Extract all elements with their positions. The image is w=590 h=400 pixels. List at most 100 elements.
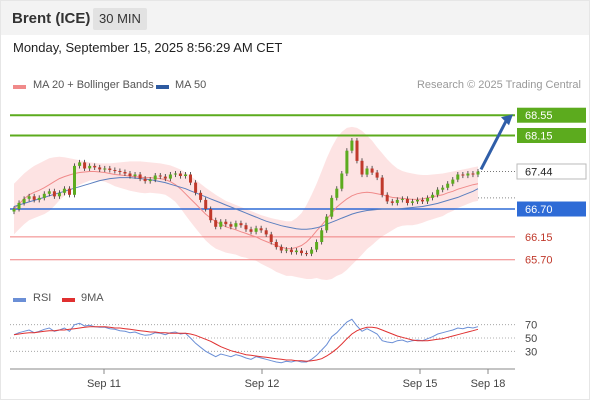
ma20-line — [13, 171, 479, 250]
candle — [345, 150, 349, 174]
candle — [370, 168, 374, 173]
candle — [234, 223, 238, 227]
candle — [400, 198, 404, 200]
level-label-68.55: 68.55 — [525, 110, 553, 122]
candle — [294, 250, 298, 253]
level-label-67.44: 67.44 — [525, 166, 553, 178]
ma50-legend-swatch — [156, 85, 169, 89]
candle — [52, 191, 56, 197]
candle — [138, 174, 142, 179]
candle — [395, 199, 399, 203]
timestamp: Monday, September 15, 2025 8:56:29 AM CE… — [13, 40, 283, 55]
legend-rsi: RSI — [33, 292, 52, 304]
candle — [47, 191, 51, 194]
level-label-66.70: 66.70 — [525, 204, 553, 216]
candle — [57, 192, 61, 197]
candle — [431, 194, 435, 198]
candle — [355, 140, 359, 161]
level-label-68.15: 68.15 — [525, 130, 553, 142]
header-bar: Brent (ICE) 30 MIN — [1, 1, 589, 35]
candle — [461, 174, 465, 176]
candle — [133, 174, 137, 176]
candle — [163, 176, 167, 179]
level-box-66.70 — [517, 201, 586, 217]
candle — [340, 173, 344, 189]
rsi-ma-line — [13, 326, 479, 362]
interval-badge[interactable]: 30 MIN — [93, 8, 147, 30]
candle — [118, 171, 122, 172]
candle — [421, 199, 424, 202]
candle — [189, 174, 192, 183]
candle — [456, 174, 460, 180]
candle — [410, 201, 414, 203]
candle — [446, 183, 450, 188]
legend-rsi-ma: 9MA — [81, 292, 104, 304]
target-arrow-head — [501, 114, 513, 126]
level-label-65.70: 65.70 — [525, 255, 553, 267]
x-tick-label: Sep 18 — [471, 378, 506, 390]
candle — [239, 223, 243, 226]
rsi-ma-legend-swatch — [62, 298, 75, 302]
candle — [184, 174, 187, 176]
candle — [224, 221, 228, 225]
candle — [113, 170, 117, 171]
candle — [173, 173, 177, 175]
rsi-tick-50: 50 — [525, 333, 537, 345]
candle — [305, 253, 308, 255]
candle — [451, 179, 455, 184]
candle — [274, 242, 278, 248]
candle — [254, 228, 258, 232]
x-tick-label: Sep 15 — [403, 378, 438, 390]
candle — [123, 172, 127, 174]
rsi-legend-swatch — [13, 298, 26, 302]
candle — [148, 179, 152, 182]
candle — [365, 168, 369, 175]
target-arrow-shaft — [479, 118, 509, 171]
candle — [68, 188, 71, 195]
legend-ma-bb: MA 20 + Bollinger Bands — [33, 79, 154, 91]
candle — [98, 167, 102, 170]
candle — [476, 171, 480, 175]
level-box-67.44 — [516, 163, 587, 180]
rsi-line — [13, 318, 479, 364]
candle — [209, 209, 213, 221]
candle — [436, 189, 440, 195]
candle — [219, 221, 223, 227]
candle — [204, 199, 208, 209]
ma-bb-legend-swatch — [13, 85, 26, 89]
credit-text: Research © 2025 Trading Central — [416, 79, 581, 91]
candle — [385, 194, 389, 202]
candle — [108, 168, 112, 170]
candle — [310, 249, 314, 254]
level-box-68.55 — [517, 107, 586, 123]
candle — [441, 187, 445, 190]
candle — [335, 188, 339, 198]
candle — [350, 140, 354, 151]
candle — [27, 196, 31, 199]
candle — [83, 162, 87, 169]
candle — [300, 250, 303, 254]
candle — [88, 165, 92, 169]
candle — [194, 182, 198, 193]
x-tick-label: Sep 11 — [87, 378, 121, 390]
candle — [153, 175, 157, 180]
candle — [178, 173, 182, 176]
candle — [93, 165, 97, 168]
candle — [330, 197, 334, 217]
level-label-66.15: 66.15 — [525, 232, 553, 244]
candle — [315, 242, 319, 250]
candle — [466, 173, 470, 176]
candle — [158, 175, 162, 177]
instrument-title: Brent (ICE) — [12, 10, 91, 27]
candle — [73, 165, 76, 195]
candle — [244, 225, 248, 230]
level-box-68.15 — [517, 127, 586, 143]
candle — [103, 168, 107, 170]
x-tick-label: Sep 12 — [245, 378, 280, 390]
candle — [42, 193, 46, 198]
candle — [405, 198, 409, 203]
candle — [229, 224, 233, 227]
candle — [32, 196, 36, 200]
rsi-tick-70: 70 — [525, 320, 537, 332]
